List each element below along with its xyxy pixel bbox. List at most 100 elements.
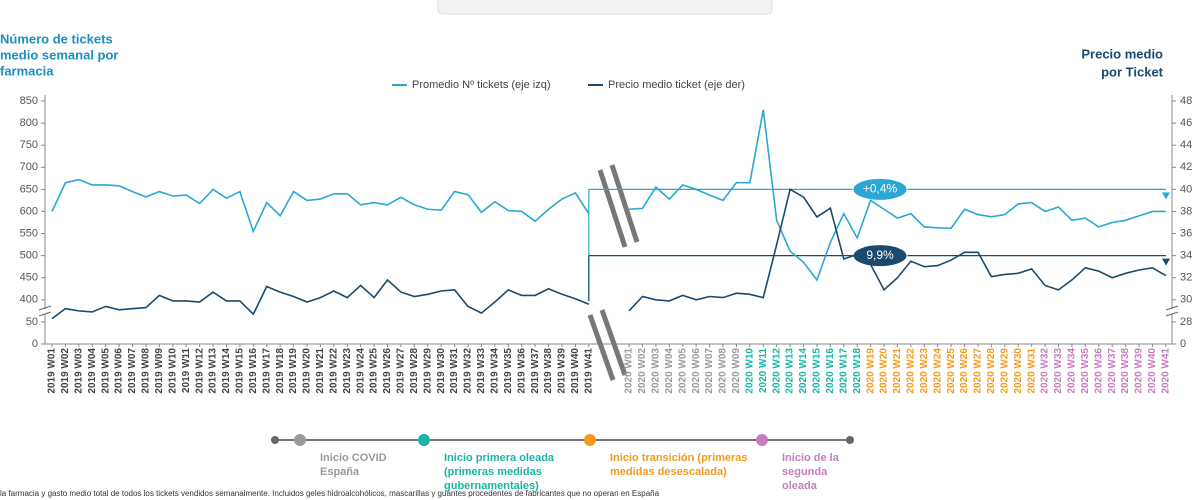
phase-label: Inicio COVID <box>320 452 387 464</box>
x-tick-label: 2020 W27 <box>973 348 984 394</box>
phase-label: Inicio de la <box>782 452 840 464</box>
gap-mark <box>597 169 628 248</box>
x-tick-label: 2019 W06 <box>114 348 125 394</box>
axis-break <box>1165 305 1179 311</box>
x-tick-label: 2020 W25 <box>946 348 957 394</box>
y2-tick-label: 32 <box>1180 272 1192 284</box>
x-tick-label: 2019 W25 <box>369 348 380 394</box>
x-tick-label: 2020 W12 <box>771 348 782 394</box>
x-tick-label: 2019 W36 <box>516 348 527 394</box>
x-tick-label: 2020 W36 <box>1093 348 1104 394</box>
axis-break <box>38 311 52 317</box>
x-tick-label: 2020 W16 <box>825 348 836 394</box>
y2-tick-label: 40 <box>1180 183 1192 195</box>
phase-label: gubernamentales) <box>444 480 539 492</box>
top-box <box>437 0 773 15</box>
x-tick-label: 2019 W11 <box>181 348 192 393</box>
y2-tick-label: 34 <box>1180 250 1192 262</box>
timeline-dot <box>418 434 430 446</box>
x-tick-label: 2019 W20 <box>302 348 313 394</box>
x-tick-label: 2019 W14 <box>221 348 232 394</box>
annotation-label: 9,9% <box>866 248 894 262</box>
timeline-dot <box>584 434 596 446</box>
y-tick-label: 700 <box>20 161 38 173</box>
y2-tick-label: 38 <box>1180 205 1192 217</box>
x-tick-label: 2020 W23 <box>919 348 930 394</box>
x-tick-label: 2020 W11 <box>758 348 769 393</box>
x-tick-label: 2019 W12 <box>194 348 205 394</box>
x-tick-label: 2019 W23 <box>342 348 353 394</box>
axis-break <box>1165 311 1179 317</box>
gap-mark <box>599 309 628 376</box>
y-tick-label: 550 <box>20 227 38 239</box>
annotation-badge <box>852 177 908 201</box>
x-tick-label: 2019 W32 <box>463 348 474 394</box>
x-tick-label: 2020 W41 <box>1161 348 1172 394</box>
x-tick-label: 2019 W19 <box>288 348 299 394</box>
x-tick-label: 2020 W20 <box>879 348 890 394</box>
timeline-dot <box>756 434 768 446</box>
x-tick-label: 2020 W05 <box>677 348 688 394</box>
x-tick-label: 2020 W18 <box>852 348 863 394</box>
x-tick-label: 2019 W41 <box>583 348 594 394</box>
x-tick-label: 2020 W37 <box>1107 348 1118 394</box>
x-tick-label: 2019 W13 <box>208 348 219 394</box>
x-tick-label: 2020 W40 <box>1147 348 1158 394</box>
x-tick-label: 2019 W15 <box>235 348 246 394</box>
y-tick-label: 0 <box>32 338 38 350</box>
phase-label: España <box>320 466 360 478</box>
x-tick-label: 2019 W21 <box>315 348 326 394</box>
legend-label: Promedio Nº tickets (eje izq) <box>412 79 551 91</box>
footnote: la farmacia y gasto medio total de todos… <box>0 489 660 498</box>
x-tick-label: 2020 W24 <box>932 348 943 394</box>
x-tick-label: 2019 W05 <box>100 348 111 394</box>
x-tick-label: 2020 W09 <box>731 348 742 394</box>
series-line <box>51 109 1166 282</box>
y-tick-label: 450 <box>20 272 38 284</box>
x-tick-label: 2019 W38 <box>543 348 554 394</box>
y-axis-title: farmacia <box>0 63 54 78</box>
x-tick-label: 2019 W09 <box>154 348 165 394</box>
series-line <box>51 188 1167 320</box>
x-tick-label: 2020 W01 <box>624 348 635 394</box>
timeline-end <box>271 436 279 444</box>
x-tick-label: 2019 W40 <box>570 348 581 394</box>
phase-label: Inicio transición (primeras <box>610 452 748 464</box>
x-tick-label: 2019 W18 <box>275 348 286 394</box>
phase-label: Inicio primera oleada <box>444 452 555 464</box>
x-tick-label: 2020 W39 <box>1134 348 1145 394</box>
phase-label: medidas desescalada) <box>610 466 727 478</box>
x-tick-label: 2019 W24 <box>355 348 366 394</box>
y2-tick-label: 28 <box>1180 316 1192 328</box>
y-tick-label: 500 <box>20 250 38 262</box>
gap-mark <box>609 164 640 243</box>
x-tick-label: 2019 W35 <box>503 348 514 394</box>
x-tick-label: 2020 W28 <box>986 348 997 394</box>
y2-tick-label: 30 <box>1180 294 1192 306</box>
annotation-arrow <box>1162 258 1170 266</box>
y2-tick-label: 44 <box>1180 139 1192 151</box>
x-tick-label: 2020 W32 <box>1040 348 1051 394</box>
y-tick-label: 50 <box>26 316 38 328</box>
x-tick-label: 2020 W17 <box>838 348 849 394</box>
y-axis-title: medio semanal por <box>0 47 118 62</box>
x-tick-label: 2020 W26 <box>959 348 970 394</box>
y2-tick-label: 36 <box>1180 227 1192 239</box>
axis-break <box>38 305 52 311</box>
x-tick-label: 2020 W07 <box>704 348 715 394</box>
y2-tick-label: 0 <box>1180 338 1186 350</box>
axis-break-gap <box>1166 309 1178 314</box>
x-tick-label: 2019 W30 <box>436 348 447 394</box>
x-tick-label: 2020 W19 <box>865 348 876 394</box>
x-tick-label: 2020 W31 <box>1026 348 1037 394</box>
x-tick-label: 2019 W02 <box>60 348 71 394</box>
x-tick-label: 2019 W17 <box>261 348 272 394</box>
y-tick-label: 600 <box>20 205 38 217</box>
x-tick-label: 2020 W03 <box>651 348 662 394</box>
y2-axis-title: Precio medio <box>1081 46 1163 61</box>
annotation-arrow <box>1162 192 1170 200</box>
x-tick-label: 2019 W28 <box>409 348 420 394</box>
x-tick-label: 2020 W04 <box>664 348 675 394</box>
x-tick-label: 2019 W07 <box>127 348 138 394</box>
